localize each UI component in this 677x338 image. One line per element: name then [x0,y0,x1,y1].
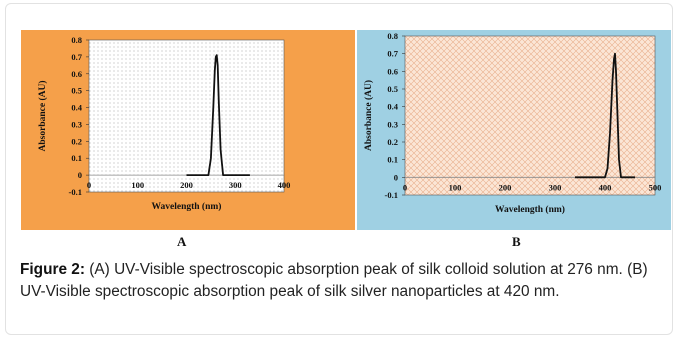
x-tick-label: 100 [131,180,144,190]
y-tick-label: 0.3 [71,119,82,129]
y-axis-label: Absorbance (AU) [363,80,374,151]
panel-label-b: B [512,234,521,249]
x-tick-label: 200 [180,180,193,190]
x-tick-label: 100 [449,182,462,192]
y-tick-label: 0.1 [387,155,398,165]
figure-label: Figure 2: [20,261,85,278]
series-line [186,54,250,176]
panel-label-a: A [177,234,187,249]
y-tick-label: 0 [78,170,82,180]
y-tick-label: 0 [394,172,398,182]
y-tick-label: 0.3 [387,119,398,129]
x-tick-label: 400 [278,180,291,190]
x-tick-label: 400 [599,182,612,192]
y-tick-label: 0.7 [387,49,398,59]
x-axis-label: Wavelength (nm) [152,201,222,212]
x-tick-label: 300 [229,180,242,190]
y-tick-label: 0.4 [71,103,82,113]
series-line [575,52,635,179]
figure-caption: Figure 2: (A) UV-Visible spectroscopic a… [20,259,668,303]
y-tick-label: 0.5 [71,86,82,96]
y-tick-label: 0.2 [71,136,82,146]
y-axis-label: Absorbance (AU) [37,81,48,152]
y-tick-label: 0.6 [71,69,82,79]
x-tick-label: 200 [499,182,512,192]
x-tick-label: 500 [649,182,662,192]
y-tick-label: 0.8 [387,31,398,41]
y-tick-label: -0.1 [69,187,82,197]
y-tick-label: 0.8 [71,35,82,45]
x-tick-label: 0 [87,180,91,190]
y-tick-label: 0.1 [71,153,82,163]
y-tick-label: 0.7 [71,52,82,62]
caption-text: (A) UV-Visible spectroscopic absorption … [20,261,648,300]
y-tick-label: 0.5 [387,84,398,94]
y-tick-label: 0.2 [387,137,398,147]
panel-b: -0.1 0 0.1 0.2 0.3 0.4 0.5 0.6 0.7 0.8 0 100 200 300 4… [357,30,671,230]
chart-b: -0.1 0 0.1 0.2 0.3 0.4 0.5 0.6 0.7 0.8 0 100 200 300 4… [357,30,671,230]
x-axis-label: Wavelength (nm) [495,204,565,215]
panel-a: -0.1 0 0.1 0.2 0.3 0.4 0.5 0.6 0.7 0.8 0 100 200 300 4… [21,30,355,230]
y-tick-label: 0.6 [387,66,398,76]
plot-area [88,39,285,193]
y-tick-label: -0.1 [385,190,398,200]
x-tick-label: 300 [549,182,562,192]
x-tick-label: 0 [403,182,407,192]
chart-a: -0.1 0 0.1 0.2 0.3 0.4 0.5 0.6 0.7 0.8 0 100 200 300 4… [21,30,355,230]
y-tick-label: 0.4 [387,102,398,112]
